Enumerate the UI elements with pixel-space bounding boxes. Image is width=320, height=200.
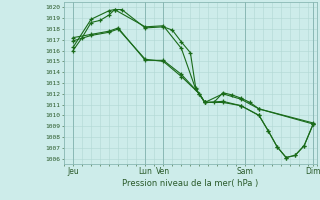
X-axis label: Pression niveau de la mer( hPa ): Pression niveau de la mer( hPa ) bbox=[122, 179, 259, 188]
